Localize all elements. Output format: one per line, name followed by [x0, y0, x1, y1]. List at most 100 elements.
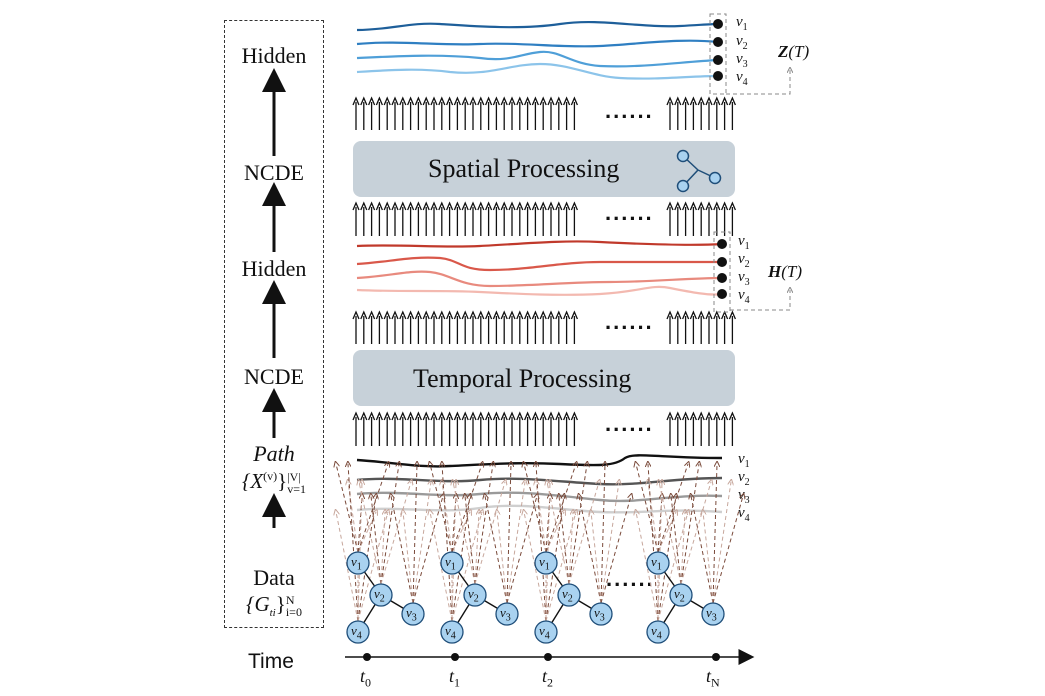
ellipsis-graphs: ......	[606, 566, 655, 591]
red-curves	[356, 240, 723, 296]
graph-node-label: v3	[594, 605, 605, 624]
graph-node-v3	[589, 602, 613, 626]
graph-snapshot-2	[534, 551, 613, 644]
time-label: Time	[248, 650, 294, 673]
up-arrow-head	[713, 96, 721, 106]
up-arrow-head	[500, 411, 508, 421]
up-arrow-head	[485, 411, 493, 421]
up-arrow-head	[697, 201, 705, 211]
up-arrow-head	[368, 310, 376, 320]
interpolation-arrow	[485, 496, 508, 604]
up-arrow-head	[446, 310, 454, 320]
up-arrow-head	[713, 411, 721, 421]
up-arrow-head	[391, 310, 399, 320]
interpolation-arrow	[451, 482, 456, 622]
up-arrow-head	[705, 310, 713, 320]
up-arrow-head	[352, 201, 360, 211]
interpolation-arrow	[524, 512, 547, 622]
up-arrow-head	[352, 96, 360, 106]
up-arrow-head	[399, 96, 407, 106]
up-arrow-head	[407, 411, 415, 421]
up-arrow-head	[500, 96, 508, 106]
interpolation-arrow	[412, 496, 443, 604]
spatial-processing-box	[353, 141, 735, 197]
graph-snapshot-0	[346, 551, 425, 644]
up-arrow-head	[666, 310, 674, 320]
interpolation-arrow	[497, 512, 508, 604]
temporal-processing-label: Temporal Processing	[413, 364, 632, 393]
graph-node-label: v2	[468, 586, 479, 605]
graph-node-label: v1	[539, 554, 550, 573]
up-arrow-head	[666, 411, 674, 421]
time-tick-label-n: tN	[706, 666, 720, 690]
interpolation-arrow	[357, 512, 388, 622]
up-arrow-head	[399, 310, 407, 320]
interpolation-arrow	[357, 512, 376, 553]
interpolation-arrow	[568, 464, 587, 585]
up-arrow-head	[492, 310, 500, 320]
up-arrow-head	[414, 411, 422, 421]
interpolation-arrow	[357, 496, 362, 553]
interpolation-arrow	[680, 464, 699, 585]
interpolation-arrow	[712, 496, 743, 604]
up-arrow-head	[360, 310, 368, 320]
time-tick-label-1: t1	[449, 666, 461, 690]
interpolation-arrow	[357, 482, 362, 622]
interpolation-arrow	[680, 512, 685, 585]
graph-node-v3	[701, 602, 725, 626]
red-curve-v3	[356, 270, 723, 288]
interpolation-arrow	[547, 482, 570, 585]
up-arrow-head	[414, 96, 422, 106]
gray-curve-v1	[356, 454, 723, 468]
up-arrow-head	[563, 411, 571, 421]
up-arrow-head	[383, 96, 391, 106]
interpolation-arrow	[591, 512, 602, 604]
up-arrow-head	[682, 201, 690, 211]
up-arrow-head	[674, 201, 682, 211]
interpolation-arrow	[559, 496, 570, 585]
arrow-row-4	[352, 411, 736, 446]
interpolation-arrow	[380, 482, 411, 585]
up-arrow-head	[508, 411, 516, 421]
up-arrow-head	[438, 310, 446, 320]
up-arrow-head	[469, 411, 477, 421]
up-arrow-head	[352, 310, 360, 320]
interpolation-arrow	[600, 464, 605, 604]
graph-node-v1	[534, 551, 558, 575]
up-arrow-head	[721, 411, 729, 421]
up-arrow-head	[697, 411, 705, 421]
stage-label-hidden-mid: Hidden	[241, 256, 307, 281]
up-arrow-head	[461, 201, 469, 211]
up-arrow-head	[547, 411, 555, 421]
time-tick-0	[363, 653, 371, 661]
graph-node-label: v2	[562, 586, 573, 605]
graph-snapshot-3	[646, 551, 725, 644]
red-node-v1	[717, 239, 727, 249]
up-arrow-head	[682, 310, 690, 320]
up-arrow-head	[438, 201, 446, 211]
time-tick-n	[712, 653, 720, 661]
up-arrow-head	[728, 201, 736, 211]
up-arrow-head	[446, 411, 454, 421]
up-arrow-head	[539, 310, 547, 320]
up-arrow-head	[713, 310, 721, 320]
interpolation-arrow	[380, 512, 385, 585]
interpolation-arrow	[657, 464, 688, 553]
up-arrow-head	[524, 96, 532, 106]
up-arrow-head	[555, 201, 563, 211]
graph-node-label: v4	[651, 623, 662, 642]
graph-snapshots	[346, 551, 725, 644]
interpolation-arrow	[671, 496, 682, 585]
graph-node-label: v3	[500, 605, 511, 624]
time-tick-label-0: t0	[360, 666, 372, 690]
interpolation-arrow	[336, 464, 359, 553]
interpolation-arrow	[545, 496, 550, 553]
interpolation-arrow	[568, 512, 573, 585]
graph-node-v3	[495, 602, 519, 626]
blue-node-v1	[713, 19, 723, 29]
vertex-label-red-1: v1	[738, 233, 750, 252]
interpolation-arrow	[451, 464, 482, 553]
up-arrow-head	[570, 201, 578, 211]
up-arrow-head	[531, 96, 539, 106]
